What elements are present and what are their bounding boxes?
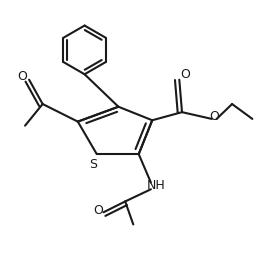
Text: O: O (180, 68, 190, 81)
Text: O: O (94, 204, 104, 217)
Text: O: O (209, 110, 220, 123)
Text: NH: NH (147, 179, 166, 192)
Text: S: S (89, 158, 98, 171)
Text: O: O (17, 70, 27, 84)
